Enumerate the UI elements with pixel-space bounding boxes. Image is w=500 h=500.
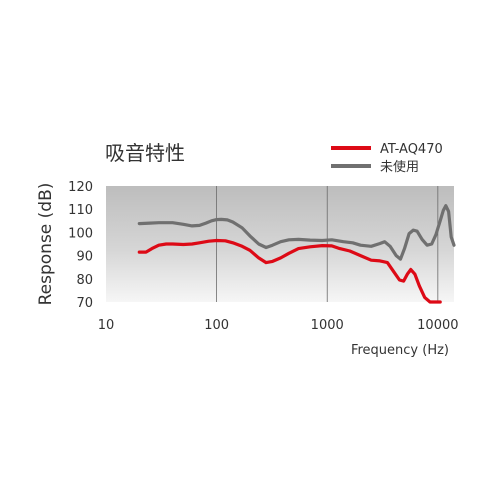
series-line-aq470 xyxy=(137,238,442,304)
x-tick-label: 1000 xyxy=(311,318,344,333)
y-tick-label: 80 xyxy=(76,273,93,288)
x-tick-label: 10 xyxy=(98,318,115,333)
y-tick-label: 120 xyxy=(68,180,93,195)
legend: AT-AQ470 未使用 xyxy=(331,142,443,175)
x-axis-label: Frequency (Hz) xyxy=(351,343,449,358)
series-line-unused xyxy=(137,204,456,261)
x-tick-labels: 10 100 1000 10000 xyxy=(98,318,459,333)
y-tick-label: 90 xyxy=(76,250,93,265)
chart-title: 吸音特性 xyxy=(105,141,185,165)
y-tick-label: 110 xyxy=(68,203,93,218)
y-axis-label: Response (dB) xyxy=(36,183,56,306)
y-tick-label: 100 xyxy=(68,226,93,241)
series-layer xyxy=(137,204,456,304)
legend-label-unused: 未使用 xyxy=(380,159,419,175)
x-tick-label: 10000 xyxy=(417,318,458,333)
x-tick-label: 100 xyxy=(204,318,229,333)
y-tick-labels: 70 80 90 100 110 120 xyxy=(68,180,93,311)
grid xyxy=(216,186,439,302)
legend-label-aq470: AT-AQ470 xyxy=(380,142,443,157)
y-tick-label: 70 xyxy=(76,296,93,311)
